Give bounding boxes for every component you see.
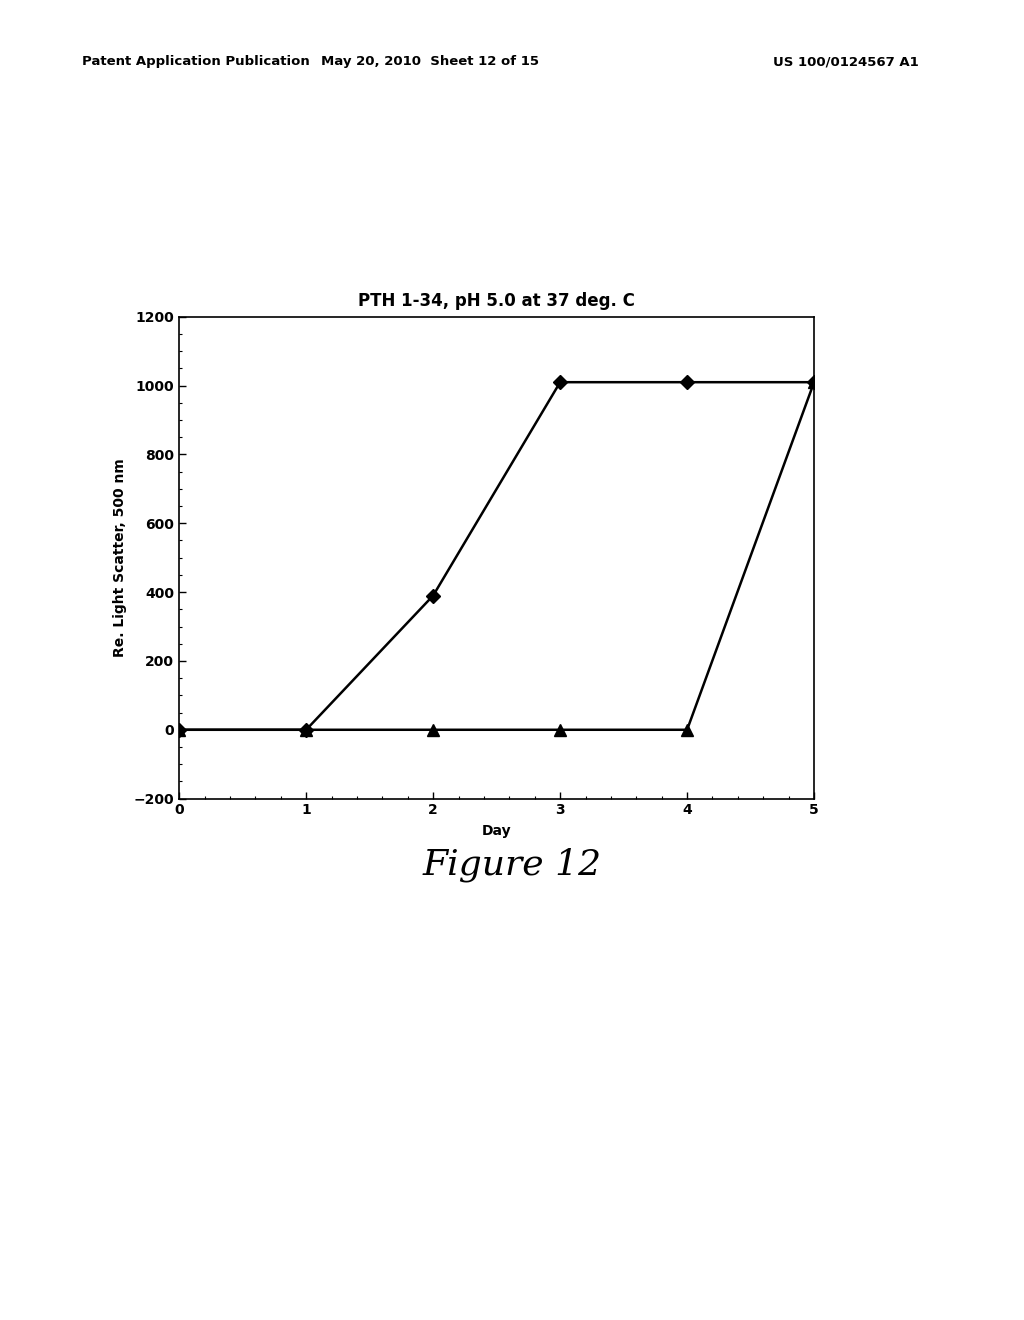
Text: US 100/0124567 A1: US 100/0124567 A1: [773, 55, 919, 69]
Text: Figure 12: Figure 12: [423, 847, 601, 882]
X-axis label: Day: Day: [482, 825, 511, 838]
Text: Patent Application Publication: Patent Application Publication: [82, 55, 309, 69]
Title: PTH 1-34, pH 5.0 at 37 deg. C: PTH 1-34, pH 5.0 at 37 deg. C: [358, 292, 635, 310]
Y-axis label: Re. Light Scatter, 500 nm: Re. Light Scatter, 500 nm: [113, 458, 127, 657]
Text: May 20, 2010  Sheet 12 of 15: May 20, 2010 Sheet 12 of 15: [322, 55, 539, 69]
